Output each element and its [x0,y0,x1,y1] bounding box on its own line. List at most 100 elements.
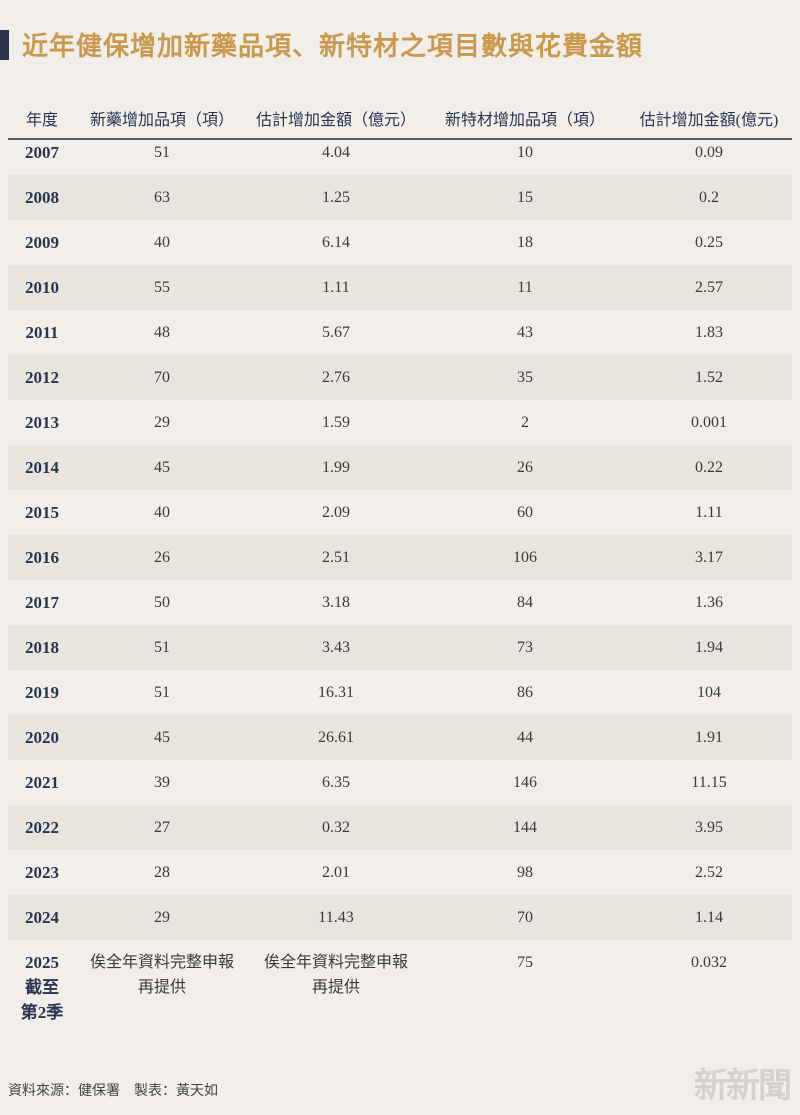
value-cell: 10 [517,144,533,161]
row-band [8,805,792,850]
row-band [8,625,792,670]
value-cell: 144 [513,819,537,836]
value-cell: 16.31 [318,684,354,701]
value-cell: 55 [154,279,170,296]
value-cell: 11 [517,279,533,296]
row-band [8,535,792,580]
value-cell: 2.01 [322,864,350,881]
value-cell: 3.17 [695,549,723,566]
value-cell: 3.43 [322,639,350,656]
logo: 新新聞 [694,1068,792,1105]
value-cell: 1.14 [695,909,723,926]
value-cell: 84 [517,594,533,611]
value-cell: 15 [517,189,533,206]
year-cell: 2014 [25,458,59,477]
year-cell: 2011 [25,323,59,342]
value-cell: 39 [154,774,170,791]
row-band [8,355,792,400]
value-cell: 104 [697,684,721,701]
value-cell: 44 [517,729,533,746]
row-band [8,895,792,940]
value-cell: 0.22 [695,459,723,476]
value-cell: 50 [154,594,170,611]
value-cell: 73 [517,639,533,656]
value-cell: 1.99 [322,459,350,476]
value-cell: 28 [154,864,170,881]
column-header: 估計增加金額（億元） [255,112,416,129]
value-cell: 1.83 [695,324,723,341]
value-cell: 60 [517,504,533,521]
value-cell: 2.51 [322,549,350,566]
value-cell: 6.35 [322,774,350,791]
column-header: 新特材增加品項（項） [444,112,605,129]
cell-line: 2025 [25,953,59,972]
year-cell: 2025 截至第2季 [8,950,76,1025]
value-cell: 0.25 [695,234,723,251]
cell-line: 第2季 [20,1003,64,1022]
value-cell: 1.94 [695,639,723,656]
source-note: 資料來源：健保署 製表：黃天如 [8,1084,218,1099]
value-cell: 98 [517,864,533,881]
value-cell: 45 [154,729,170,746]
value-cell: 2.52 [695,864,723,881]
year-cell: 2017 [25,593,59,612]
column-header: 年度 [25,112,58,129]
value-cell: 0.32 [322,819,350,836]
value-cell: 2.57 [695,279,723,296]
value-cell: 35 [517,369,533,386]
value-cell: 2 [521,414,529,431]
value-cell: 1.25 [322,189,350,206]
value-cell: 106 [513,549,537,566]
value-cell: 俟全年資料完整申報再提供 [89,954,234,996]
header-rule [8,138,792,140]
column-header: 新藥增加品項（項） [89,112,234,129]
value-cell: 1.91 [695,729,723,746]
value-cell: 86 [517,684,533,701]
value-cell: 26.61 [318,729,354,746]
row-band [8,445,792,490]
year-cell: 2022 [25,818,59,837]
year-cell: 2009 [25,233,59,252]
value-cell: 29 [154,909,170,926]
value-cell: 40 [154,504,170,521]
value-cell: 45 [154,459,170,476]
value-cell: 0.09 [695,144,723,161]
value-cell: 63 [154,189,170,206]
value-cell: 3.95 [695,819,723,836]
row-band [8,715,792,760]
cell-line: 截至 [25,978,59,997]
value-cell: 27 [154,819,170,836]
value-cell: 48 [154,324,170,341]
value-cell: 11.43 [318,909,354,926]
value-cell: 51 [154,144,170,161]
value-cell: 2.76 [322,369,350,386]
value-cell: 51 [154,639,170,656]
year-cell: 2008 [25,188,59,207]
value-cell: 75 [517,954,533,971]
value-cell: 51 [154,684,170,701]
value-cell: 18 [517,234,533,251]
value-cell: 146 [513,774,537,791]
value-cell: 1.11 [695,504,723,521]
value-cell: 26 [517,459,533,476]
value-cell: 0.2 [699,189,719,206]
value-cell: 俟全年資料完整申報再提供 [263,954,408,996]
year-cell: 2016 [25,548,59,567]
value-cell: 40 [154,234,170,251]
year-cell: 2020 [25,728,59,747]
value-cell: 11.15 [691,774,727,791]
year-cell: 2019 [25,683,59,702]
value-cell: 0.001 [691,414,727,431]
value-cell: 5.67 [322,324,350,341]
value-cell: 2.09 [322,504,350,521]
value-cell: 6.14 [322,234,350,251]
year-cell: 2023 [25,863,59,882]
value-cell: 1.11 [322,279,350,296]
year-cell: 2021 [25,773,59,792]
value-cell: 0.032 [691,954,727,971]
title-accent [0,30,9,60]
value-cell: 1.52 [695,369,723,386]
page-title: 近年健保增加新藥品項、新特材之項目數與花費金額 [22,32,644,61]
value-cell: 26 [154,549,170,566]
year-cell: 2015 [25,503,59,522]
